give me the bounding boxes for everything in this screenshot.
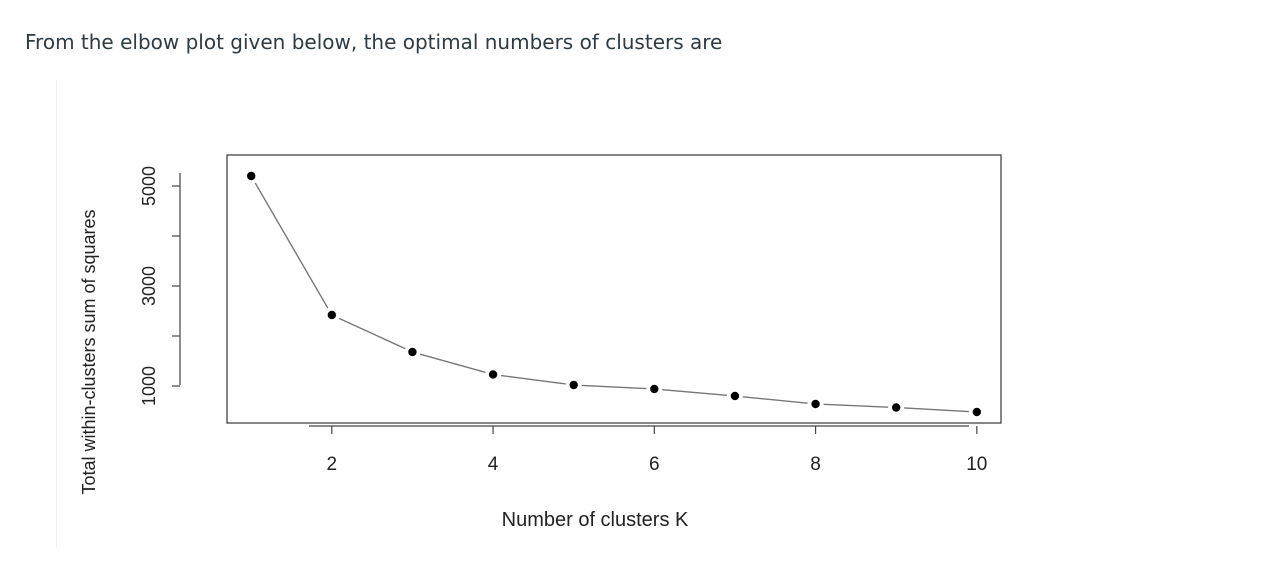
y-tick-label-5000: 5000 (139, 166, 159, 206)
data-point-k8 (811, 399, 820, 409)
data-point-k5 (569, 380, 578, 390)
question-text: From the elbow plot given below, the opt… (25, 30, 723, 54)
data-point-k10 (972, 407, 982, 417)
series-segment-5 (581, 384, 647, 390)
data-point-k2 (327, 310, 337, 320)
data-point-k9 (891, 403, 901, 412)
y-tick-label-1000: 1000 (139, 366, 159, 406)
x-tick-label-2: 2 (327, 454, 338, 475)
series-segment-1 (254, 182, 329, 309)
data-point-k7 (730, 391, 740, 401)
data-point-k1 (246, 171, 256, 181)
x-tick-label-4: 4 (488, 454, 499, 475)
x-tick-label-10: 10 (966, 454, 987, 475)
series-segment-7 (742, 396, 808, 404)
series-layer (246, 171, 982, 417)
y-axis-label: Total within-clusters sum of squares (79, 209, 99, 494)
series-segment-8 (823, 403, 889, 408)
data-point-k4 (488, 370, 498, 379)
y-tick-label-3000: 3000 (139, 266, 159, 306)
series-segment-6 (662, 388, 728, 397)
ticks-layer: 1000 3000 5000 2 4 6 8 10 (139, 166, 987, 475)
data-point-k3 (408, 347, 417, 357)
x-tick-label-6: 6 (649, 454, 660, 475)
x-tick-label-8: 8 (810, 454, 821, 475)
series-segment-4 (500, 374, 566, 385)
plot-frame (226, 154, 1002, 424)
x-axis-label: Number of clusters K (502, 509, 689, 531)
data-point-k6 (650, 384, 659, 394)
axes-layer (179, 154, 1002, 427)
series-segment-3 (419, 353, 486, 374)
elbow-plot: 1000 3000 5000 2 4 6 8 10 Number of clusters K … (56, 80, 1017, 548)
series-segment-2 (338, 317, 406, 350)
series-segment-9 (904, 407, 969, 413)
